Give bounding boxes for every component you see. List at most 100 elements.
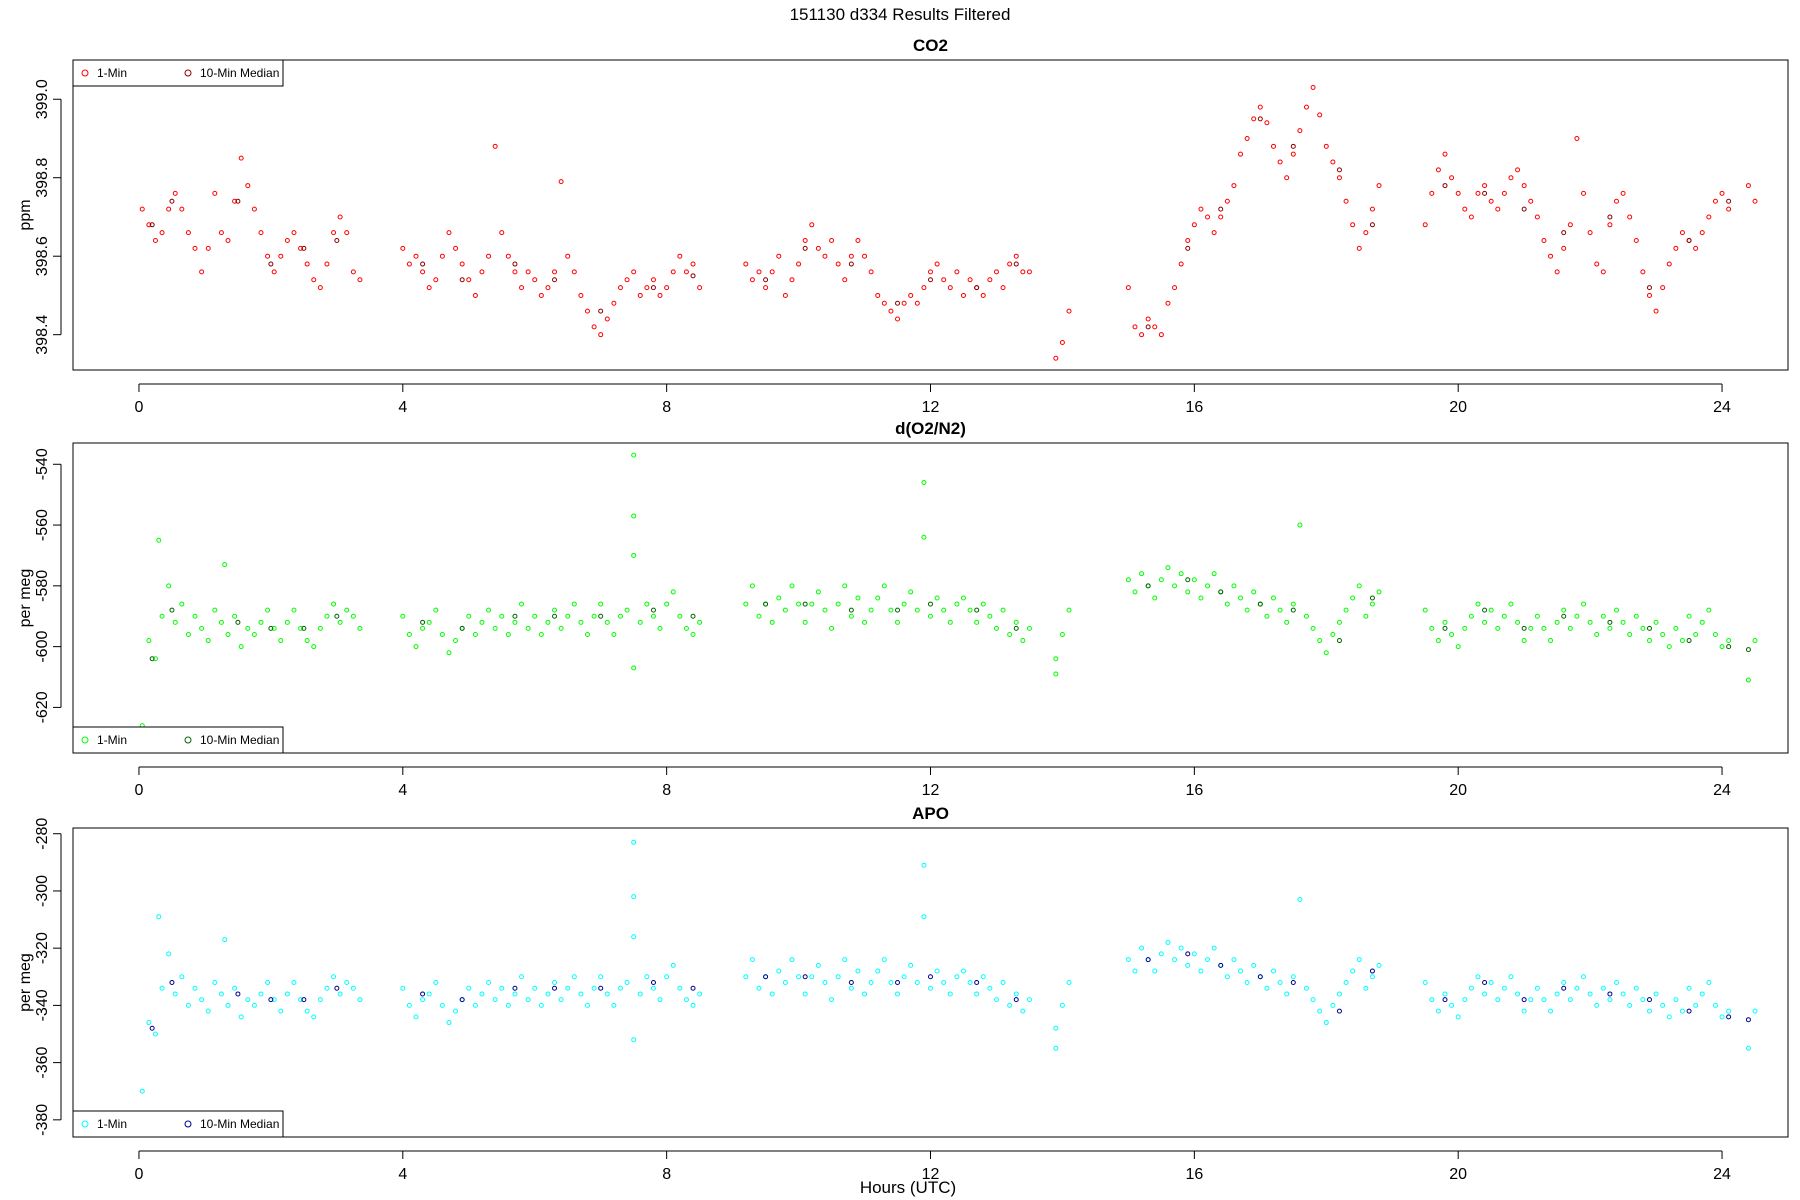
data-point [538,292,544,298]
y-axis: -380 -360 -340 -320 -300 -280 [34,818,62,1136]
data-point [1185,951,1191,957]
data-point [1231,183,1237,189]
data-point [921,534,927,540]
data-point [1528,997,1534,1003]
data-point [512,269,518,275]
data-point [1059,1002,1065,1008]
data-point [166,206,172,212]
data-point [304,1008,310,1014]
x-tick-label: 24 [1713,399,1731,416]
data-point [934,595,940,601]
data-point [921,914,927,920]
data-point [1561,985,1567,991]
data-point [1007,261,1013,267]
data-point [960,292,966,298]
data-point [578,991,584,997]
data-point [1574,613,1580,619]
data-point [298,245,304,251]
data-point [1455,190,1461,196]
data-point [835,974,841,980]
data-point [1627,631,1633,637]
data-point [1310,997,1316,1003]
data-point [1211,571,1217,577]
data-point [1251,962,1257,968]
data-point [466,985,472,991]
data-point [1534,985,1540,991]
data-point [1053,1045,1059,1051]
data-point [1139,571,1145,577]
data-point [1541,238,1547,244]
data-point [251,631,257,637]
data-point [690,1002,696,1008]
data-point [1369,601,1375,607]
data-point [1600,985,1606,991]
data-point [789,957,795,963]
data-point [1752,638,1758,644]
data-point [552,269,558,275]
data-point [159,230,165,236]
data-point [1323,1020,1329,1026]
data-point [466,613,472,619]
data-point [225,1002,231,1008]
data-point [439,631,445,637]
data-point [1468,613,1474,619]
y-tick-label: -360 [34,1047,51,1079]
data-point [650,613,656,619]
data-point [1607,991,1613,997]
data-point [941,980,947,985]
data-point [311,644,317,650]
legend-label: 10-Min Median [200,1117,279,1131]
data-point [337,214,343,220]
data-point [519,974,525,980]
data-point [406,631,412,637]
data-point [1752,1008,1758,1014]
data-point [1330,1002,1336,1008]
data-point [199,997,205,1003]
data-point [611,1002,617,1008]
data-point [1521,997,1527,1003]
data-point [350,269,356,275]
data-point [1587,991,1593,997]
data-point [1673,997,1679,1003]
data-point [802,601,808,607]
data-point [159,613,165,619]
data-point [928,269,933,275]
data-point [212,190,218,196]
data-point [1627,1002,1633,1008]
data-point [1726,206,1732,212]
data-point [1165,300,1171,306]
y-axis-label: per meg [17,569,34,628]
data-point [1706,980,1712,985]
data-point [1745,1045,1751,1051]
data-point [954,601,960,607]
data-point [763,285,769,291]
data-point [637,991,643,997]
data-point [631,665,637,671]
data-point [232,198,238,204]
data-point [433,607,439,613]
data-point [552,980,558,985]
legend-marker [184,69,192,77]
data-point [657,292,663,298]
data-point [291,607,297,613]
data-point [1482,991,1488,997]
data-point [987,985,993,991]
data-point [895,991,901,997]
data-point [1013,261,1019,267]
data-point [1238,595,1244,601]
y-tick-label: 398.8 [34,158,51,198]
chart-panel-3: APO 0 4 8 12 16 20 24 -380 -360 -340 -320 -300 -280 pe… [17,804,1789,1183]
data-point [185,631,191,637]
data-point [166,583,172,589]
data-point [1152,595,1158,601]
data-point [862,619,868,625]
data-point [960,595,966,601]
data-point [743,601,749,607]
data-point [1449,1002,1455,1008]
data-point [1125,577,1131,583]
data-point [848,253,854,259]
data-point [1686,985,1692,991]
data-point [1712,1002,1718,1008]
data-point [1594,631,1600,637]
data-point [631,934,637,940]
